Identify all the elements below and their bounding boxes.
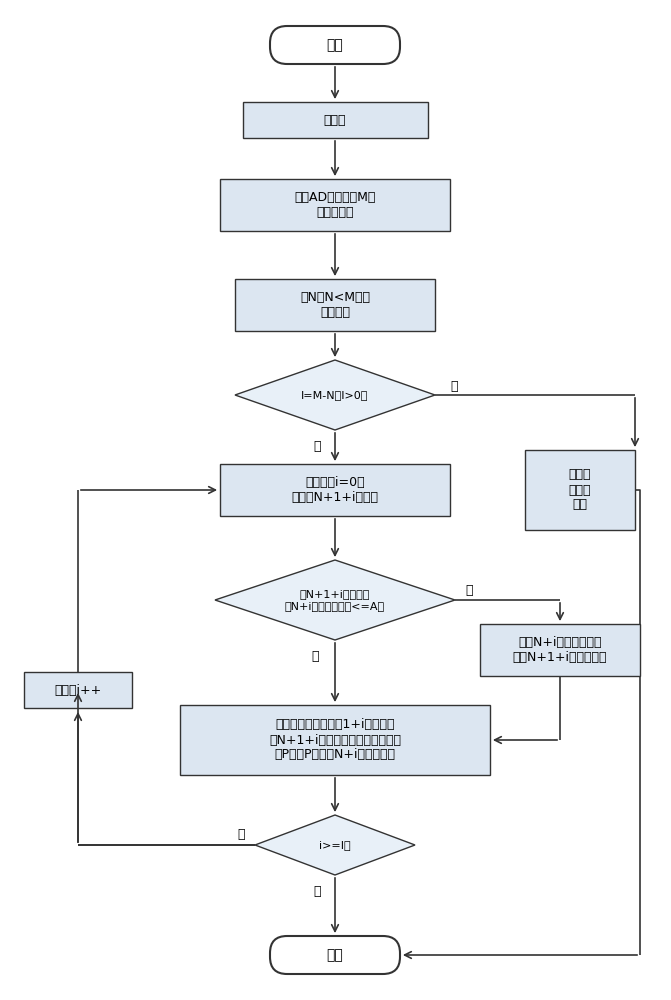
Text: 是: 是 [313, 440, 321, 453]
Text: 程序异
常，请
重启: 程序异 常，请 重启 [569, 468, 591, 512]
Text: 取N（N<M）为
队列长度: 取N（N<M）为 队列长度 [300, 291, 370, 319]
Text: I=M-N，I>0？: I=M-N，I>0？ [301, 390, 368, 400]
Polygon shape [255, 815, 415, 875]
Polygon shape [215, 560, 455, 640]
Text: 开始: 开始 [327, 38, 344, 52]
Text: 否: 否 [465, 584, 472, 596]
Text: 取计数器i=0，
读入前N+1+i个数据: 取计数器i=0， 读入前N+1+i个数据 [291, 476, 378, 504]
Polygon shape [235, 360, 435, 430]
FancyBboxPatch shape [270, 936, 400, 974]
Text: 第N+1+i个数值与
第N+i个数值的差值<=A？: 第N+1+i个数值与 第N+i个数值的差值<=A？ [285, 589, 385, 611]
Text: i>=I？: i>=I？ [319, 840, 351, 850]
Bar [235, 279, 435, 331]
Bar [220, 179, 450, 231]
Text: 计数器i++: 计数器i++ [54, 684, 101, 696]
Text: 扔掉第一个数据，第1+i个数据到
第N+1+i个数据求算数平均值，记
为P，用P代替第N+i个数据的值: 扔掉第一个数据，第1+i个数据到 第N+1+i个数据求算数平均值，记 为P，用P… [269, 718, 401, 762]
Text: 初始化: 初始化 [323, 113, 346, 126]
Text: 读入AD采样获取M个
离散信号点: 读入AD采样获取M个 离散信号点 [295, 191, 376, 219]
Text: 结束: 结束 [327, 948, 344, 962]
Bar [242, 102, 427, 138]
Bar [220, 464, 450, 516]
Text: 用第N+i个数据的值代
替第N+1+i个数据的值: 用第N+i个数据的值代 替第N+1+i个数据的值 [513, 636, 607, 664]
Text: 是: 是 [311, 650, 319, 663]
Text: 否: 否 [450, 380, 458, 393]
FancyBboxPatch shape [270, 26, 400, 64]
Bar [525, 450, 635, 530]
Bar [24, 672, 132, 708]
Bar [180, 705, 490, 775]
Text: 否: 否 [238, 828, 245, 842]
Bar [480, 624, 640, 676]
Text: 是: 是 [313, 885, 321, 898]
